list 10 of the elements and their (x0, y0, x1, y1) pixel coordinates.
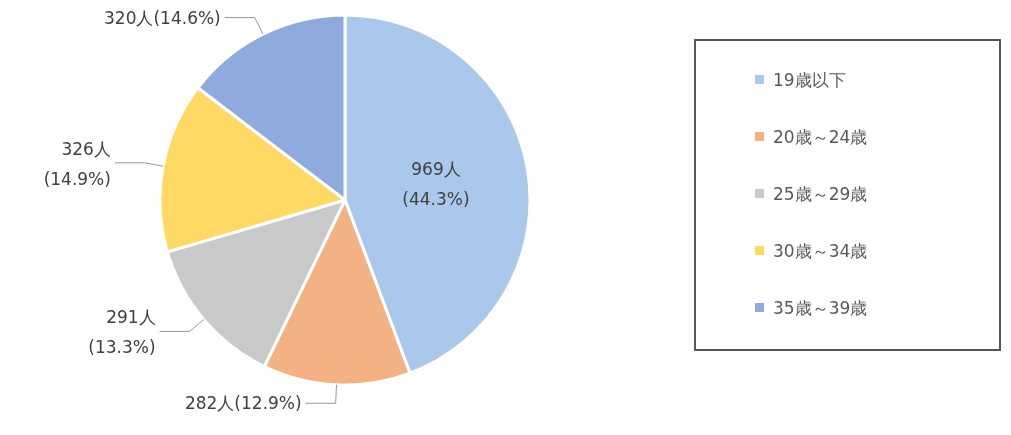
legend-label: 19歳以下 (773, 70, 846, 90)
data-label: 326人(14.9%) (43, 138, 111, 189)
legend-label: 25歳～29歳 (773, 184, 868, 204)
legend-label: 30歳～34歳 (773, 241, 868, 261)
data-label: 969人(44.3%) (402, 159, 470, 210)
legend-label: 35歳～39歳 (773, 298, 868, 318)
data-label: 291人(13.3%) (88, 307, 156, 358)
data-label: 320人(14.6%) (104, 7, 221, 28)
legend-label: 20歳～24歳 (773, 127, 868, 147)
data-label: 282人(12.9%) (184, 393, 302, 414)
